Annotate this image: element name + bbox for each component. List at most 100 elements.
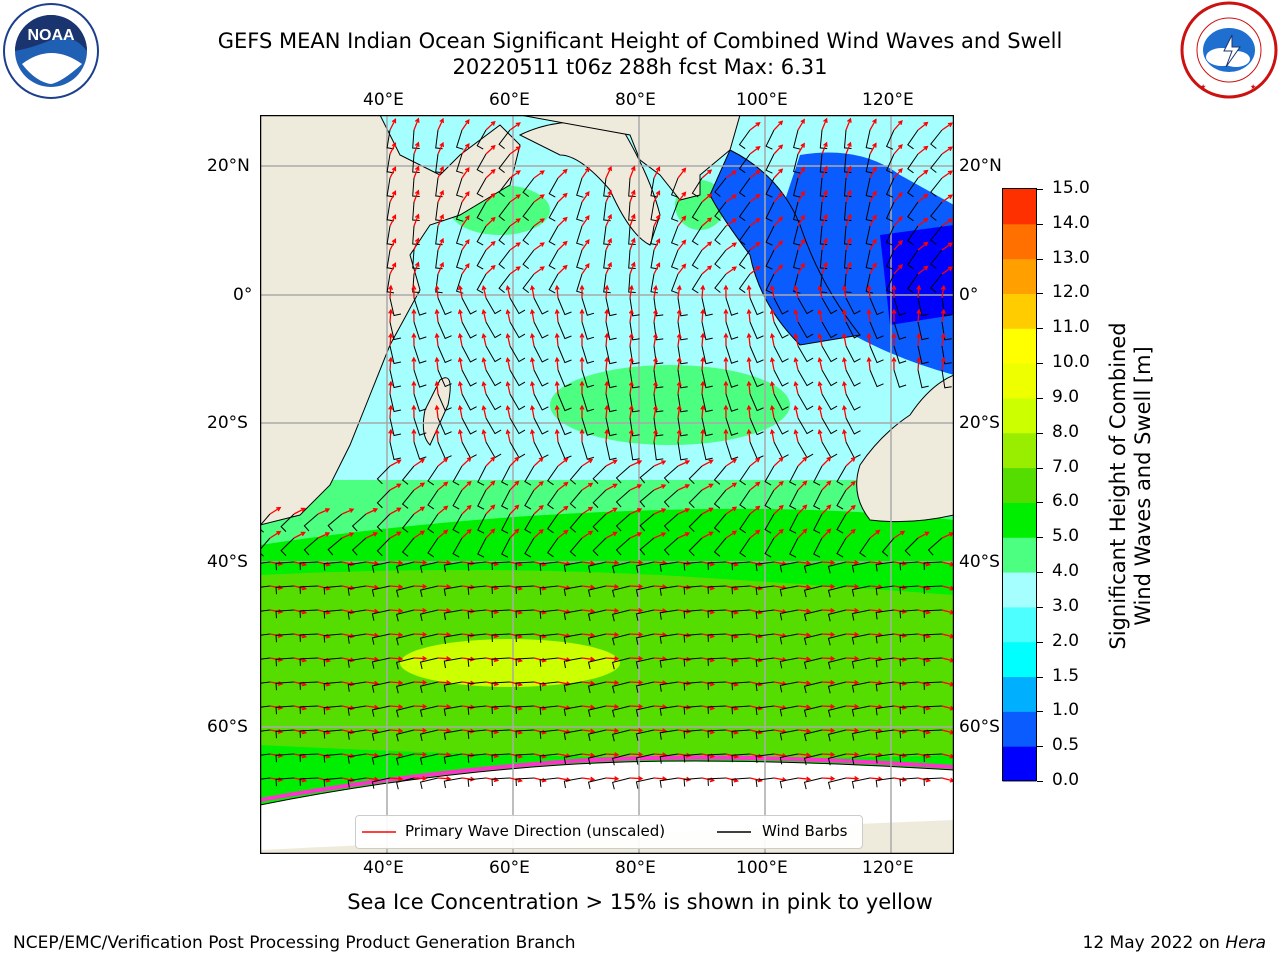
wave-direction-arrow <box>461 166 470 179</box>
wave-direction-arrow <box>629 703 644 709</box>
wave-direction-arrow <box>579 428 585 442</box>
wave-direction-arrow <box>481 428 487 443</box>
wind-barb <box>773 417 789 435</box>
wave-direction-arrow <box>773 192 784 203</box>
wind-barb <box>539 729 559 739</box>
wind-barb <box>907 201 919 222</box>
wind-barb <box>691 201 703 222</box>
wind-barb <box>923 705 943 714</box>
wind-barb <box>701 321 713 341</box>
wave-direction-arrow <box>701 265 713 275</box>
wave-direction-arrow <box>821 165 828 179</box>
colorbar-tick-mark <box>1037 258 1043 260</box>
wind-barb <box>539 609 559 619</box>
wind-barb <box>803 729 823 742</box>
wave-direction-arrow <box>437 560 452 566</box>
wave-direction-arrow <box>797 752 812 758</box>
wave-direction-arrow <box>629 237 636 251</box>
colorbar-segment <box>1002 328 1037 364</box>
wind-barb <box>899 561 919 571</box>
colorbar-label-line1: Significant Height of Combined <box>1106 322 1130 650</box>
wind-barb <box>533 369 549 387</box>
wave-direction-arrow <box>437 165 444 179</box>
wind-barb <box>755 609 775 620</box>
wind-barb <box>707 585 727 594</box>
wave-direction-arrow <box>653 190 661 203</box>
wave-direction-arrow <box>628 380 634 395</box>
wind-barb <box>930 129 943 149</box>
wind-barb <box>731 609 751 619</box>
wind-barb <box>260 705 271 708</box>
wave-direction-arrow <box>629 213 636 227</box>
wave-direction-arrow <box>411 356 417 371</box>
wind-barb <box>650 273 658 294</box>
wind-barb <box>881 537 895 557</box>
wave-direction-arrow <box>557 481 569 491</box>
wave-direction-arrow <box>388 308 394 323</box>
wind-barb <box>461 345 477 363</box>
wind-barb <box>581 297 595 316</box>
wind-barb <box>347 561 367 572</box>
wave-direction-arrow <box>413 213 420 227</box>
wind-barb <box>509 297 526 315</box>
wind-barb <box>476 273 487 294</box>
wind-barb <box>725 297 739 316</box>
wind-barb <box>522 225 535 245</box>
wind-barb <box>557 297 572 316</box>
wave-direction-arrow <box>411 284 417 299</box>
wind-barb <box>923 609 943 618</box>
wave-direction-arrow <box>845 607 860 613</box>
wind-barb <box>485 417 502 435</box>
footer-organization: NCEP/EMC/Verification Post Processing Pr… <box>13 933 576 953</box>
wind-barb <box>755 633 775 644</box>
wave-direction-arrow <box>917 241 929 251</box>
colorbar-tick-mark <box>1037 676 1043 678</box>
wind-barb <box>803 705 823 718</box>
colorbar-segment <box>1002 293 1037 329</box>
wind-barb <box>843 153 852 173</box>
wind-barb <box>899 729 919 739</box>
wave-direction-arrow <box>533 242 545 251</box>
wave-direction-arrow <box>389 214 397 227</box>
wind-barb <box>635 729 655 741</box>
wind-barb <box>548 225 559 246</box>
wind-barb <box>485 297 502 315</box>
wind-barb <box>899 609 919 619</box>
wind-barb <box>371 777 391 789</box>
wind-barb <box>792 225 801 246</box>
wind-barb <box>427 489 439 510</box>
wave-direction-arrow <box>653 262 661 275</box>
wind-barb <box>327 537 343 556</box>
wind-barb-legend-label: Wind Barbs <box>762 822 848 840</box>
wave-direction-arrow <box>746 308 752 323</box>
wave-direction-arrow <box>653 284 658 299</box>
wind-barb <box>522 249 535 269</box>
wave-direction-arrow <box>653 508 667 515</box>
colorbar-tick-mark <box>1037 328 1043 330</box>
wave-direction-arrow <box>605 507 618 515</box>
wind-barb <box>749 321 764 340</box>
wave-direction-arrow <box>700 356 706 371</box>
wave-direction-arrow <box>365 508 379 515</box>
wave-direction-arrow <box>653 380 658 395</box>
wind-barb <box>731 729 751 739</box>
wind-barb <box>605 321 617 341</box>
colorbar-tick-mark <box>1037 781 1043 782</box>
wave-direction-arrow <box>676 308 682 323</box>
wave-direction-arrow <box>529 284 535 299</box>
wind-barb <box>885 225 895 246</box>
wave-direction-arrow <box>940 284 946 299</box>
wave-direction-arrow <box>941 242 954 251</box>
wind-barb <box>851 753 871 765</box>
wave-height-map <box>260 115 954 854</box>
wave-direction-arrow <box>605 632 620 638</box>
wave-direction-arrow <box>365 632 380 638</box>
wind-barb <box>603 273 611 294</box>
wind-barb <box>413 369 427 388</box>
wind-barb <box>491 729 511 739</box>
wave-direction-arrow <box>605 680 620 686</box>
colorbar-tick-label: 1.5 <box>1052 665 1080 686</box>
wind-barb <box>714 225 727 245</box>
wind-barb <box>587 753 607 766</box>
wave-direction-arrow <box>700 284 706 299</box>
